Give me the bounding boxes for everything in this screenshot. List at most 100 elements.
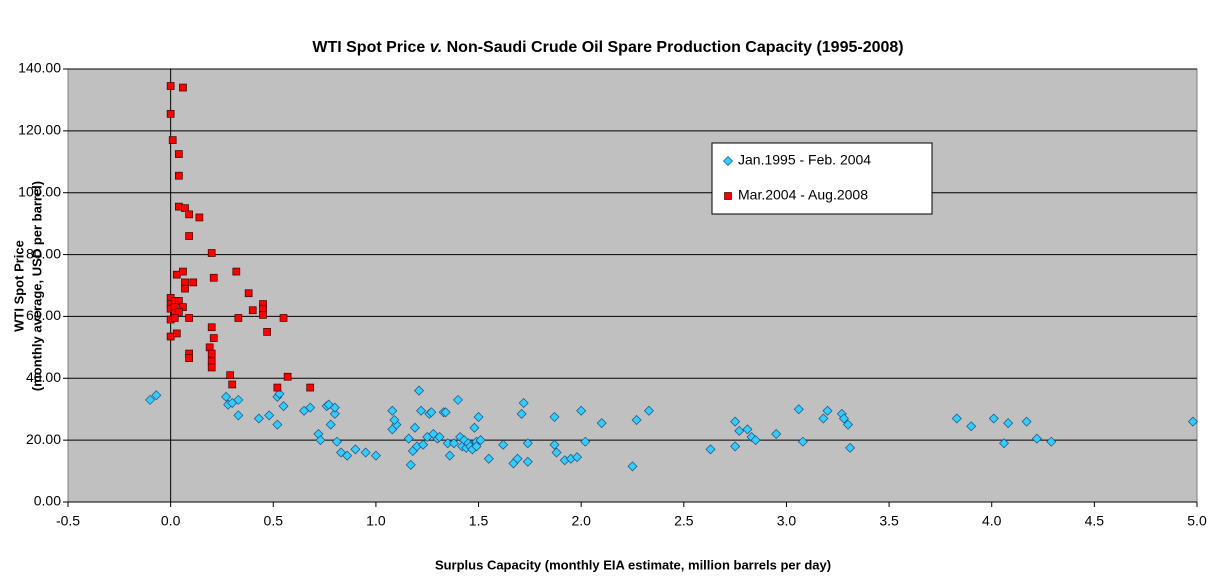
x-tick-label: 4.5 xyxy=(1085,513,1105,529)
point xyxy=(185,210,193,219)
point xyxy=(329,402,340,413)
x-tick-label: 4.0 xyxy=(982,513,1002,529)
point xyxy=(498,439,509,450)
point xyxy=(179,303,187,311)
point xyxy=(331,436,342,447)
y-tick-label: 140.00 xyxy=(18,60,61,76)
point xyxy=(471,441,482,452)
point xyxy=(244,289,253,298)
point xyxy=(845,442,856,453)
legend-marker xyxy=(723,156,733,166)
point xyxy=(174,297,183,305)
y-tick-label: 100.00 xyxy=(18,183,61,199)
point xyxy=(522,438,533,449)
x-tick-label: 5.0 xyxy=(1187,513,1207,529)
point xyxy=(596,418,607,429)
point xyxy=(273,383,282,392)
point xyxy=(988,413,999,424)
point xyxy=(342,450,353,461)
point xyxy=(166,82,175,90)
point xyxy=(166,109,175,118)
x-tick-label: 1.0 xyxy=(366,513,386,529)
point xyxy=(409,422,420,433)
point xyxy=(170,314,179,322)
point xyxy=(226,371,235,380)
point xyxy=(306,383,315,392)
point xyxy=(283,372,292,381)
point xyxy=(272,419,283,430)
point xyxy=(822,405,833,416)
y-tick-label: 0.00 xyxy=(34,493,61,509)
point xyxy=(518,398,529,409)
title-part: Non-Saudi Crude Oil Spare Production Cap… xyxy=(442,39,903,56)
point xyxy=(730,416,741,427)
point xyxy=(643,405,654,416)
point xyxy=(174,307,183,316)
y-axis-label: (monthly average, USD per barrel) xyxy=(29,181,44,391)
point xyxy=(325,419,336,430)
point xyxy=(234,314,243,322)
title-part: WTI Spot Price xyxy=(312,39,429,56)
point xyxy=(389,415,400,426)
point xyxy=(742,424,753,435)
point xyxy=(370,450,381,461)
point xyxy=(207,363,216,372)
point xyxy=(475,435,486,446)
point xyxy=(185,314,193,322)
plot-area xyxy=(67,68,1198,503)
x-tick-label: 3.5 xyxy=(879,513,899,529)
point xyxy=(232,267,241,276)
point xyxy=(207,249,216,257)
y-tick-label: 40.00 xyxy=(26,369,61,385)
point xyxy=(209,273,218,282)
x-tick-label: 3.0 xyxy=(777,513,797,529)
point xyxy=(843,419,854,430)
point xyxy=(233,394,244,405)
point xyxy=(274,388,285,399)
point xyxy=(168,136,177,144)
point xyxy=(305,402,316,413)
point xyxy=(1021,416,1032,427)
point xyxy=(797,436,808,447)
point xyxy=(207,349,216,358)
point xyxy=(473,411,484,422)
point xyxy=(221,391,232,402)
point xyxy=(329,408,340,419)
point xyxy=(174,150,183,158)
point xyxy=(440,407,451,418)
point xyxy=(966,421,977,432)
point xyxy=(483,453,494,464)
y-tick-label: 120.00 xyxy=(18,122,61,138)
point xyxy=(179,267,187,276)
point xyxy=(195,213,204,222)
point xyxy=(418,439,429,450)
point xyxy=(253,413,264,424)
point xyxy=(279,314,288,322)
point xyxy=(734,425,745,436)
point xyxy=(771,428,782,439)
point xyxy=(1187,416,1198,427)
point xyxy=(549,439,560,450)
point xyxy=(426,407,437,418)
point xyxy=(181,284,189,293)
point xyxy=(179,83,187,92)
point xyxy=(360,447,371,458)
title-part: v. xyxy=(430,39,442,56)
point xyxy=(580,436,591,447)
point xyxy=(627,461,638,472)
legend-marker xyxy=(724,192,732,200)
x-tick-label: 0.5 xyxy=(264,513,284,529)
point xyxy=(1046,436,1057,447)
point xyxy=(551,447,562,458)
point xyxy=(512,453,523,464)
point xyxy=(951,413,962,424)
point xyxy=(151,390,162,401)
point xyxy=(631,415,642,426)
point xyxy=(572,452,583,463)
point xyxy=(185,232,193,240)
x-tick-label: 2.0 xyxy=(571,513,591,529)
point xyxy=(453,394,464,405)
legend-label: Jan.1995 - Feb. 2004 xyxy=(738,152,871,168)
point xyxy=(189,278,198,287)
point xyxy=(315,435,326,446)
